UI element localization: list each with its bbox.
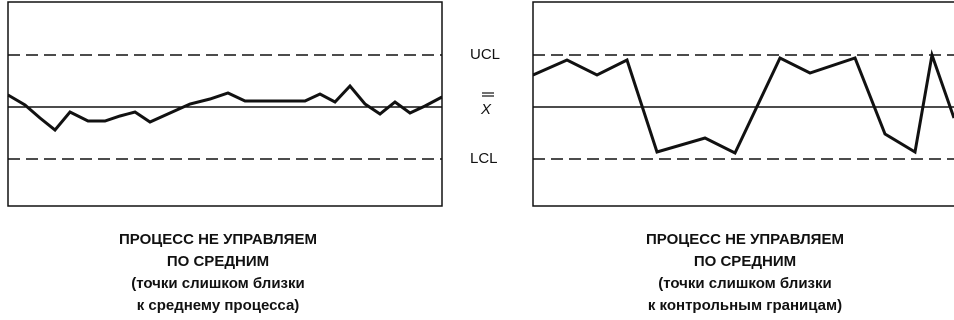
process-line — [532, 49, 954, 156]
caption: ПРОЦЕСС НЕ УПРАВЛЯЕМ ПО СРЕДНИМ (точки с… — [646, 231, 844, 314]
caption-line: ПРОЦЕСС НЕ УПРАВЛЯЕМ — [119, 231, 317, 248]
caption-line: к среднему процесса) — [137, 297, 300, 314]
process-line — [7, 83, 443, 133]
caption-line: к контрольным границам) — [648, 297, 842, 314]
caption: ПРОЦЕСС НЕ УПРАВЛЯЕМ ПО СРЕДНИМ (точки с… — [119, 231, 317, 314]
caption-line: (точки слишком близки — [131, 275, 305, 292]
mean-label: X — [480, 101, 492, 118]
panel-frame — [532, 1, 954, 207]
panel-frame — [7, 1, 443, 207]
caption-line: (точки слишком близки — [658, 275, 832, 292]
caption-line: ПО СРЕДНИМ — [167, 253, 269, 270]
lcl-label: LCL — [470, 150, 498, 167]
caption-line: ПРОЦЕСС НЕ УПРАВЛЯЕМ — [646, 231, 844, 248]
ucl-label: UCL — [470, 46, 500, 63]
caption-line: ПО СРЕДНИМ — [694, 253, 796, 270]
